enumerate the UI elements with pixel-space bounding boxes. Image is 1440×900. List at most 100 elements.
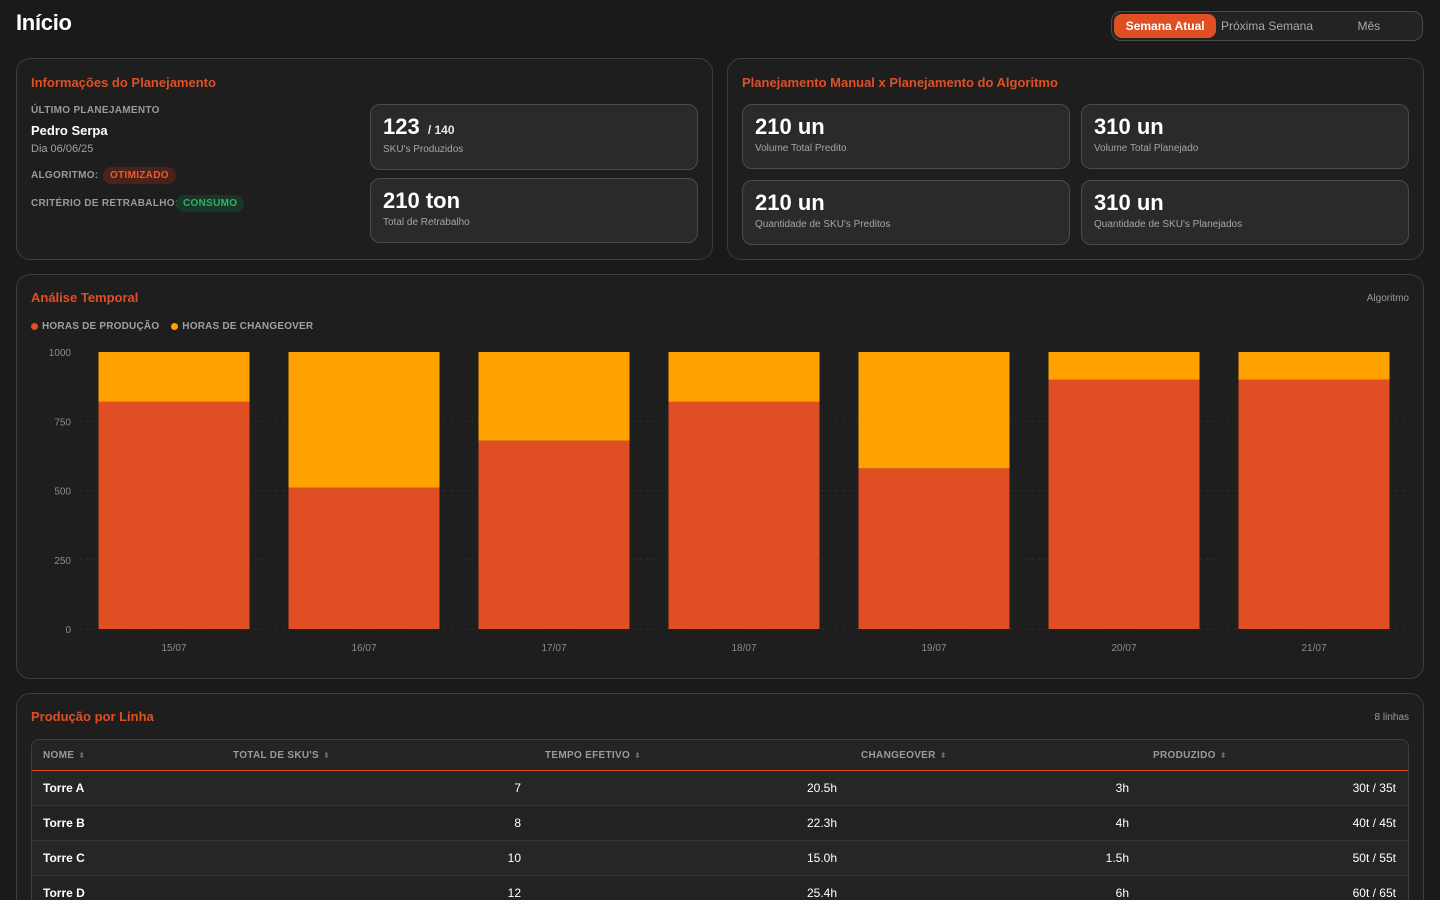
col-header-total-skus[interactable]: TOTAL DE SKU'S ⬍ [233, 749, 331, 761]
cell-changeover: 6h [1115, 886, 1129, 900]
cell-total-skus: 8 [514, 816, 521, 830]
rework-total-value: 210 ton [383, 188, 461, 213]
rework-criteria-label: CRITÉRIO DE RETRABALHO: [31, 198, 179, 209]
y-tick-label: 750 [54, 417, 71, 428]
bar-changeover-segment [1238, 352, 1390, 380]
cell-produced: 50t / 55t [1352, 851, 1396, 865]
algorithm-badge: OTIMIZADO [103, 167, 176, 184]
cell-effective-time: 25.4h [806, 886, 837, 900]
temporal-analysis-title: Análise Temporal [31, 290, 139, 305]
bar-changeover-segment [668, 352, 820, 402]
x-tick-label: 20/07 [1111, 643, 1136, 654]
rework-total-card: 210 ton Total de Retrabalho [370, 178, 698, 243]
bar-production-segment [1238, 379, 1390, 629]
sort-icon: ⬍ [634, 750, 642, 760]
bar-changeover-segment [98, 352, 250, 402]
x-tick-label: 16/07 [351, 643, 376, 654]
x-tick-label: 19/07 [921, 643, 946, 654]
changeover-dot-icon [171, 323, 179, 330]
period-selector: Semana Atual Próxima Semana Mês [1111, 11, 1423, 41]
skus-produced-label: SKU's Produzidos [383, 144, 464, 155]
cell-produced: 60t / 65t [1352, 886, 1396, 900]
cell-effective-time: 22.3h [806, 816, 837, 830]
table-header: NOME ⬍ TOTAL DE SKU'S ⬍ TEMPO EFETIVO ⬍ CHA… [32, 740, 1408, 771]
cell-name: Torre B [43, 816, 85, 830]
planned-skus-value: 310 un [1094, 190, 1164, 215]
bar-production-segment [668, 401, 820, 629]
bar-changeover-segment [478, 352, 630, 441]
skus-produced-card: 123 / 140 SKU's Produzidos [370, 104, 698, 170]
planned-volume-value: 310 un [1094, 114, 1164, 139]
col-header-changeover[interactable]: CHANGEOVER ⬍ [861, 749, 947, 761]
cell-changeover: 1.5h [1105, 851, 1129, 865]
sort-icon: ⬍ [939, 750, 947, 760]
temporal-analysis-panel: Análise Temporal Algoritmo HORAS DE PROD… [16, 274, 1424, 679]
page-title: Início [16, 10, 72, 35]
cell-name: Torre A [43, 781, 85, 795]
period-tab-month[interactable]: Mês [1357, 19, 1381, 33]
production-by-line-panel: Produção por Linha 8 linhas NOME ⬍ TOTAL … [16, 693, 1424, 900]
legend-changeover: HORAS DE CHANGEOVER [171, 321, 313, 332]
rework-criteria-badge: CONSUMO [176, 195, 245, 212]
planned-volume-label: Volume Total Planejado [1094, 143, 1199, 154]
x-tick-label: 18/07 [731, 643, 756, 654]
legend-production: HORAS DE PRODUÇÃO [31, 321, 159, 332]
cell-changeover: 3h [1115, 781, 1129, 795]
sort-icon: ⬍ [323, 750, 331, 760]
row-count-label: 8 linhas [1374, 712, 1409, 723]
cell-total-skus: 12 [507, 886, 521, 900]
bar-changeover-segment [858, 352, 1010, 469]
table-row[interactable]: Torre C 10 15.0h 1.5h 50t / 55t [32, 841, 1408, 876]
production-table: NOME ⬍ TOTAL DE SKU'S ⬍ TEMPO EFETIVO ⬍ CHA… [31, 739, 1409, 900]
table-body: Torre A 7 20.5h 3h 30t / 35t Torre B 8 22.3h 4h 4… [32, 771, 1408, 900]
planning-info-title: Informações do Planejamento [31, 75, 216, 90]
y-tick-label: 1000 [49, 348, 72, 359]
y-tick-label: 500 [54, 487, 71, 498]
predicted-skus-card: 210 un Quantidade de SKU's Preditos [742, 180, 1070, 245]
bar-production-segment [98, 401, 250, 629]
bar-production-segment [1048, 379, 1200, 629]
cell-produced: 40t / 45t [1352, 816, 1396, 830]
planning-info-panel: Informações do Planejamento ÚLTIMO PLANE… [16, 58, 713, 260]
table-row[interactable]: Torre D 12 25.4h 6h 60t / 65t [32, 876, 1408, 900]
col-header-name[interactable]: NOME ⬍ [43, 749, 86, 761]
cell-effective-time: 15.0h [806, 851, 837, 865]
y-tick-label: 250 [54, 556, 71, 567]
x-tick-label: 21/07 [1301, 643, 1326, 654]
table-row[interactable]: Torre A 7 20.5h 3h 30t / 35t [32, 771, 1408, 806]
period-tab-next-week[interactable]: Próxima Semana [1220, 19, 1314, 33]
bar-production-segment [858, 468, 1010, 629]
table-row[interactable]: Torre B 8 22.3h 4h 40t / 45t [32, 806, 1408, 841]
planned-skus-card: 310 un Quantidade de SKU's Planejados [1081, 180, 1409, 245]
cell-produced: 30t / 35t [1352, 781, 1396, 795]
cell-name: Torre D [43, 886, 85, 900]
bar-changeover-segment [1048, 352, 1200, 380]
skus-produced-total: / 140 [427, 123, 455, 137]
predicted-volume-label: Volume Total Predito [755, 143, 847, 154]
predicted-skus-value: 210 un [755, 190, 825, 215]
production-by-line-title: Produção por Linha [31, 709, 154, 724]
cell-total-skus: 7 [514, 781, 521, 795]
skus-produced-value: 123 / 140 [383, 114, 455, 139]
planned-volume-card: 310 un Volume Total Planejado [1081, 104, 1409, 169]
legend-changeover-label: HORAS DE CHANGEOVER [182, 321, 314, 332]
stacked-bar-chart: 0 250 500 750 1000 15/07 16/07 17/07 18/07 19/07 2… [49, 348, 1409, 654]
col-header-effective-time[interactable]: TEMPO EFETIVO ⬍ [545, 749, 642, 761]
legend-production-label: HORAS DE PRODUÇÃO [42, 321, 160, 332]
sort-icon: ⬍ [1219, 750, 1227, 760]
last-planning-label: ÚLTIMO PLANEJAMENTO [31, 105, 160, 116]
bar-changeover-segment [288, 352, 440, 488]
production-dot-icon [31, 323, 38, 330]
bar-production-segment [288, 487, 440, 629]
planner-name: Pedro Serpa [31, 123, 108, 138]
predicted-volume-value: 210 un [755, 114, 825, 139]
chart-mode-label: Algoritmo [1366, 293, 1409, 304]
rework-total-label: Total de Retrabalho [383, 217, 470, 228]
manual-vs-algorithm-title: Planejamento Manual x Planejamento do Al… [742, 75, 1058, 90]
col-header-produced[interactable]: PRODUZIDO ⬍ [1153, 749, 1227, 761]
period-tab-current-week[interactable]: Semana Atual [1114, 14, 1217, 38]
cell-name: Torre C [43, 851, 85, 865]
planning-date: Dia 06/06/25 [31, 143, 94, 155]
bar-production-segment [478, 440, 630, 629]
algorithm-label: ALGORITMO: [31, 170, 99, 181]
